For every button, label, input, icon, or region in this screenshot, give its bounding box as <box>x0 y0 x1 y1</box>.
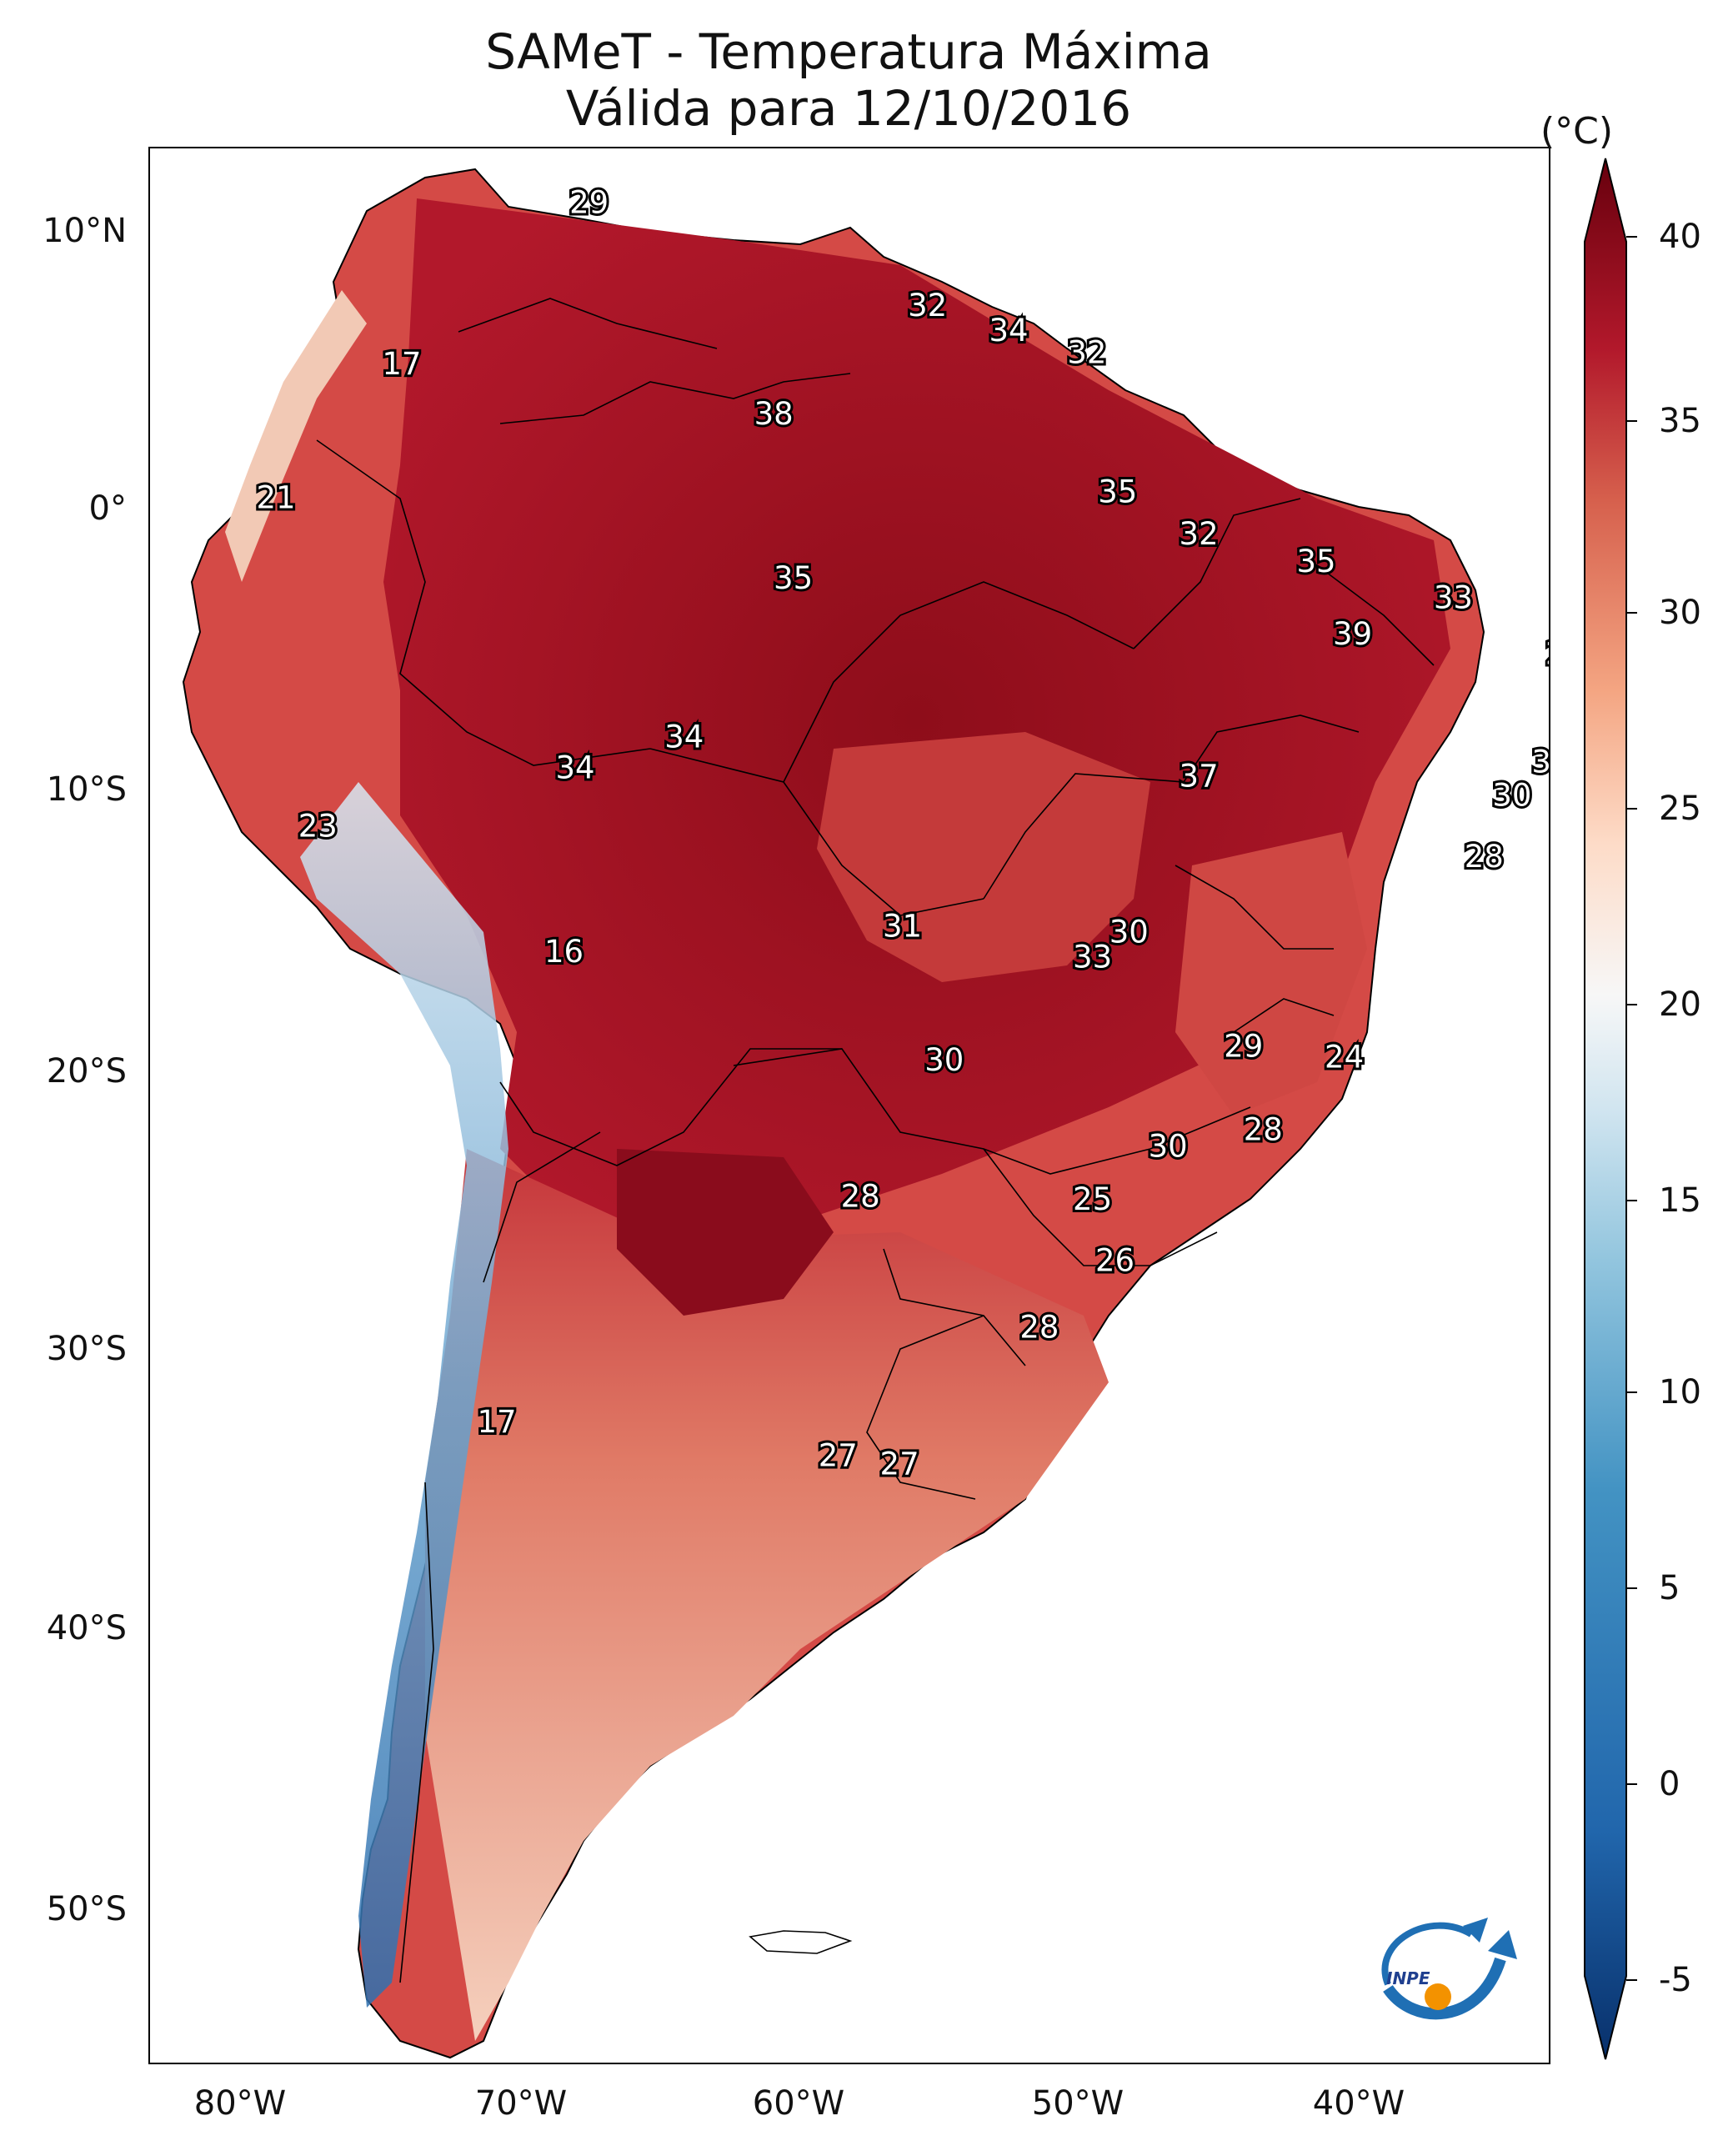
temperature-label: 16 <box>544 934 584 970</box>
temperature-label: 32 <box>1180 516 1219 552</box>
colorbar-tick-20: 20 <box>1659 985 1701 1024</box>
title-line-2: Válida para 12/10/2016 <box>565 80 1132 137</box>
lat-tick-30s: 30°S <box>46 1330 127 1368</box>
temperature-label: 35 <box>1296 544 1335 579</box>
temperature-label: 34 <box>989 313 1028 348</box>
temperature-label: 29 <box>1545 635 1550 671</box>
temperature-label: 34 <box>555 750 594 785</box>
temperature-label: 32 <box>1067 335 1106 371</box>
andes-cold <box>300 782 508 2008</box>
title-line-1: SAMeT - Temperatura Máxima <box>485 23 1212 80</box>
lat-tick-10s: 10°S <box>46 770 127 809</box>
temperature-label: 33 <box>1073 939 1112 975</box>
falkland-islands <box>749 1930 853 1954</box>
temperature-label: 32 <box>908 288 947 323</box>
temperature-label: 17 <box>477 1404 516 1440</box>
colorbar <box>1584 158 1637 2060</box>
colorbar-tick-35: 35 <box>1659 402 1701 440</box>
country-borders <box>316 298 1435 1983</box>
southern-cone <box>425 1149 1109 2041</box>
colorbar-tick-30: 30 <box>1659 594 1701 632</box>
temperature-label: 30 <box>1531 745 1550 780</box>
lat-tick-0: 0° <box>88 489 127 528</box>
temperature-label: 30 <box>924 1042 964 1078</box>
temperature-label: 33 <box>1434 580 1473 616</box>
temperature-label: 37 <box>1180 758 1219 794</box>
temperature-label: 17 <box>382 346 421 382</box>
colorbar-tick-minus5: -5 <box>1659 1961 1692 1999</box>
temperature-label: 35 <box>1098 474 1137 510</box>
temperature-label: 28 <box>1244 1112 1283 1148</box>
colorbar-tick-10: 10 <box>1659 1373 1701 1411</box>
temperature-label: 23 <box>298 809 338 845</box>
temperature-label: 29 <box>569 184 609 220</box>
gran-chaco-hot <box>617 1149 834 1316</box>
temperature-label: 25 <box>1073 1181 1112 1217</box>
temperature-label: 30 <box>1149 1129 1188 1165</box>
colorbar-tick-25: 25 <box>1659 790 1701 828</box>
temperature-label: 35 <box>774 560 813 596</box>
temperature-label: 28 <box>1465 839 1504 875</box>
lon-tick-60w: 60°W <box>752 2084 845 2123</box>
temperature-label: 31 <box>883 909 922 945</box>
lat-tick-20s: 20°S <box>46 1052 127 1091</box>
temperature-label: 27 <box>880 1446 919 1482</box>
colorbar-tick-0: 0 <box>1659 1765 1680 1803</box>
lat-tick-50s: 50°S <box>46 1890 127 1928</box>
temperature-label: 27 <box>819 1437 858 1473</box>
lat-tick-10n: 10°N <box>43 212 127 250</box>
southeast-warm <box>1175 832 1367 1116</box>
warm-plateau <box>817 732 1150 982</box>
temperature-label: 26 <box>1095 1243 1134 1279</box>
temperature-label: 28 <box>1019 1310 1059 1346</box>
temperature-label: 38 <box>754 396 794 432</box>
map-panel[interactable]: 2917323432383521323535333929303034343730… <box>148 147 1550 2064</box>
colorbar-tick-5: 5 <box>1659 1569 1680 1607</box>
lon-tick-80w: 80°W <box>193 2084 287 2123</box>
temperature-label: 34 <box>664 720 704 755</box>
temperature-labels: 2917323432383521323535333929303034343730… <box>253 182 1550 1484</box>
temperature-label: 21 <box>256 479 295 515</box>
colorbar-unit: (°C) <box>1540 110 1614 153</box>
colorbar-tick-40: 40 <box>1659 218 1701 256</box>
temperature-label: 30 <box>1109 914 1149 950</box>
lon-tick-50w: 50°W <box>1031 2084 1124 2123</box>
temperature-label: 30 <box>1492 778 1531 814</box>
lat-tick-40s: 40°S <box>46 1609 127 1647</box>
chart-title: SAMeT - Temperatura Máxima Válida para 1… <box>148 23 1549 137</box>
colorbar-tick-15: 15 <box>1659 1181 1701 1220</box>
map-svg: 2917323432383521323535333929303034343730… <box>182 168 1550 2059</box>
temperature-label: 39 <box>1333 616 1372 652</box>
temperature-label: 28 <box>841 1179 880 1215</box>
andes-north-cool <box>225 290 367 582</box>
temperature-label: 29 <box>1224 1028 1263 1064</box>
lon-tick-70w: 70°W <box>474 2084 568 2123</box>
temperature-label: 24 <box>1325 1040 1364 1075</box>
lon-tick-40w: 40°W <box>1312 2084 1405 2123</box>
svg-text:INPE: INPE <box>1386 1968 1430 1988</box>
inpe-logo: INPE <box>1381 1918 1517 2020</box>
